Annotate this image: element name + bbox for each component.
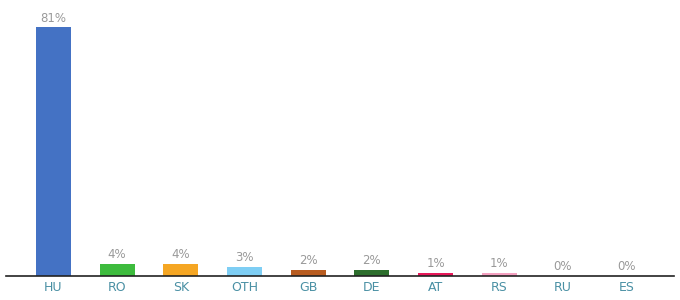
Text: 4%: 4% xyxy=(171,248,190,261)
Text: 4%: 4% xyxy=(108,248,126,261)
Text: 2%: 2% xyxy=(362,254,381,267)
Text: 1%: 1% xyxy=(426,257,445,270)
Bar xyxy=(100,264,135,276)
Text: 81%: 81% xyxy=(41,12,67,25)
Bar xyxy=(163,264,199,276)
Bar xyxy=(481,273,517,276)
Bar xyxy=(36,27,71,276)
Text: 0%: 0% xyxy=(617,260,636,273)
Text: 3%: 3% xyxy=(235,251,254,264)
Text: 1%: 1% xyxy=(490,257,509,270)
Text: 2%: 2% xyxy=(299,254,318,267)
Text: 0%: 0% xyxy=(554,260,572,273)
Bar xyxy=(290,270,326,276)
Bar xyxy=(227,267,262,276)
Bar xyxy=(354,270,390,276)
Bar xyxy=(418,273,453,276)
